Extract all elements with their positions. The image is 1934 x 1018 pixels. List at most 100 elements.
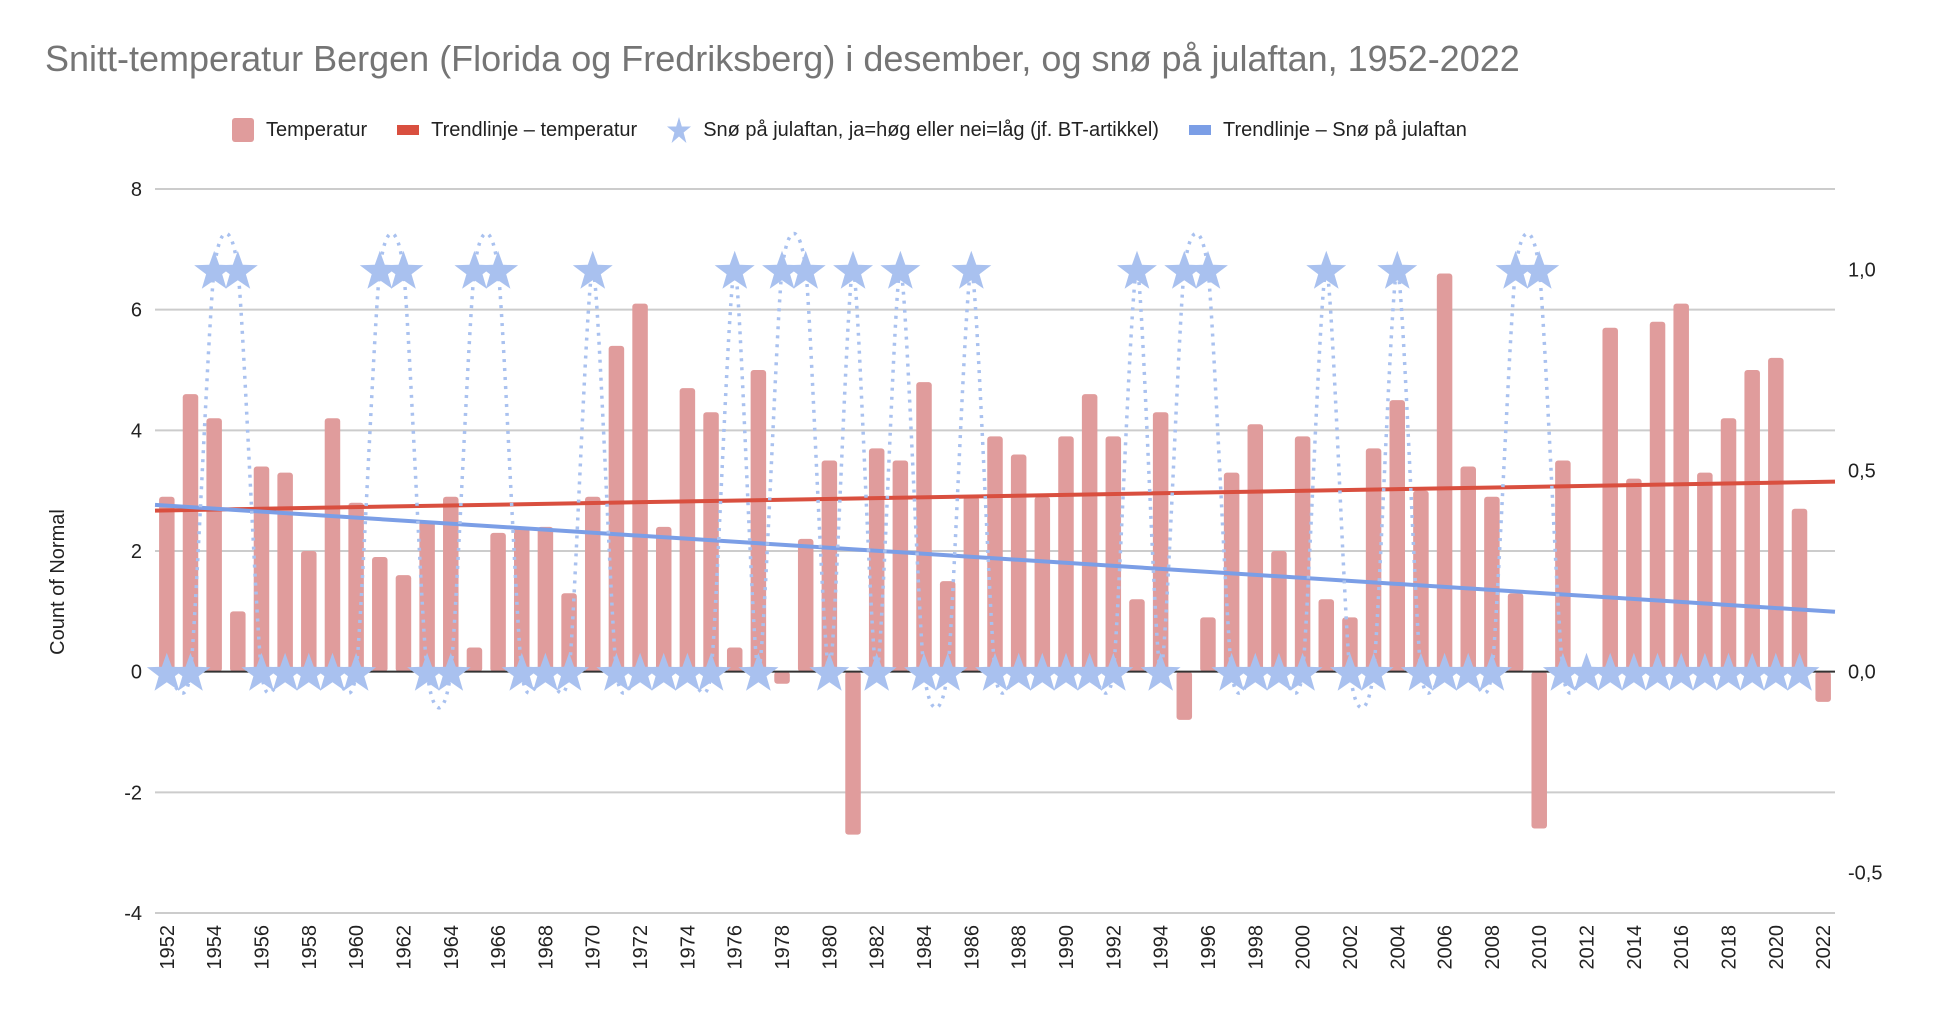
bar-1988[interactable]	[1010, 454, 1027, 672]
bar-1959[interactable]	[324, 418, 341, 672]
star-1995[interactable]	[1164, 250, 1205, 289]
bar-2021[interactable]	[1791, 508, 1808, 672]
star-2018[interactable]	[1708, 652, 1749, 691]
bar-1979[interactable]	[797, 538, 814, 672]
bar-1992[interactable]	[1105, 436, 1122, 672]
star-1972[interactable]	[620, 652, 660, 691]
bar-1977[interactable]	[750, 370, 767, 672]
bar-1953[interactable]	[182, 394, 199, 672]
star-1999[interactable]	[1259, 652, 1299, 691]
bar-1956[interactable]	[253, 466, 270, 672]
bar-2017[interactable]	[1697, 472, 1713, 672]
star-1984[interactable]	[904, 652, 944, 691]
star-1994[interactable]	[1140, 652, 1181, 691]
bar-2014[interactable]	[1626, 478, 1642, 672]
star-2007[interactable]	[1448, 652, 1489, 691]
star-1991[interactable]	[1069, 652, 1110, 691]
bar-1994[interactable]	[1152, 412, 1169, 672]
star-2001[interactable]	[1306, 250, 1347, 289]
bar-1963[interactable]	[419, 520, 435, 672]
bar-1984[interactable]	[916, 382, 932, 672]
star-2000[interactable]	[1282, 652, 1323, 691]
star-2019[interactable]	[1732, 652, 1773, 691]
star-1966[interactable]	[478, 250, 519, 289]
star-1990[interactable]	[1046, 652, 1086, 691]
star-2015[interactable]	[1637, 652, 1678, 691]
star-1964[interactable]	[430, 652, 471, 691]
star-2003[interactable]	[1353, 652, 1394, 691]
star-1974[interactable]	[667, 652, 708, 691]
star-1992[interactable]	[1093, 652, 1134, 691]
star-2010[interactable]	[1519, 250, 1560, 289]
bar-1952[interactable]	[159, 496, 175, 672]
bar-2010[interactable]	[1531, 671, 1547, 829]
star-1954[interactable]	[194, 250, 235, 289]
star-1982[interactable]	[856, 652, 897, 691]
bar-2007[interactable]	[1460, 466, 1476, 672]
star-1993[interactable]	[1117, 250, 1157, 289]
bar-1990[interactable]	[1058, 436, 1074, 672]
bar-1955[interactable]	[230, 611, 246, 672]
bar-1964[interactable]	[443, 496, 459, 672]
star-1960[interactable]	[336, 652, 377, 691]
bar-2011[interactable]	[1555, 460, 1571, 672]
star-1976[interactable]	[714, 250, 755, 289]
bar-1987[interactable]	[987, 436, 1003, 672]
bar-2019[interactable]	[1744, 370, 1760, 672]
bar-2001[interactable]	[1318, 599, 1335, 672]
star-2008[interactable]	[1471, 652, 1512, 691]
bar-1967[interactable]	[514, 526, 530, 672]
star-2009[interactable]	[1495, 250, 1536, 289]
star-1965[interactable]	[454, 250, 495, 289]
star-2013[interactable]	[1590, 652, 1631, 691]
star-1978[interactable]	[762, 250, 802, 289]
bar-2006[interactable]	[1436, 273, 1453, 672]
star-1958[interactable]	[288, 652, 329, 691]
bar-1986[interactable]	[963, 496, 980, 672]
bar-2000[interactable]	[1294, 436, 1311, 672]
bar-1996[interactable]	[1200, 617, 1216, 672]
star-1980[interactable]	[809, 652, 850, 691]
bar-1972[interactable]	[632, 303, 648, 672]
star-1977[interactable]	[738, 652, 779, 691]
star-2004[interactable]	[1377, 250, 1418, 289]
bar-1954[interactable]	[206, 418, 222, 672]
star-1967[interactable]	[501, 652, 542, 691]
bar-1957[interactable]	[277, 472, 293, 672]
star-1968[interactable]	[525, 652, 566, 691]
star-2014[interactable]	[1613, 652, 1654, 691]
bar-1995[interactable]	[1176, 671, 1193, 720]
star-2016[interactable]	[1661, 652, 1702, 691]
bar-1962[interactable]	[395, 575, 412, 672]
star-1961[interactable]	[359, 250, 400, 289]
star-1988[interactable]	[998, 652, 1039, 691]
bar-1993[interactable]	[1129, 599, 1145, 672]
bar-2022[interactable]	[1815, 671, 1831, 702]
star-1962[interactable]	[383, 250, 424, 289]
star-2012[interactable]	[1566, 652, 1607, 691]
star-1969[interactable]	[549, 652, 590, 691]
bar-2009[interactable]	[1507, 593, 1524, 672]
star-1989[interactable]	[1022, 652, 1063, 691]
star-1975[interactable]	[691, 652, 731, 691]
bar-2018[interactable]	[1720, 418, 1737, 672]
star-2005[interactable]	[1400, 652, 1441, 691]
star-2017[interactable]	[1684, 652, 1725, 691]
star-1959[interactable]	[312, 652, 353, 691]
bar-2020[interactable]	[1768, 357, 1784, 672]
star-2011[interactable]	[1542, 652, 1583, 691]
bar-1980[interactable]	[821, 460, 838, 672]
bar-2002[interactable]	[1342, 617, 1358, 672]
star-1963[interactable]	[407, 652, 448, 691]
bar-1968[interactable]	[537, 526, 554, 672]
bar-2013[interactable]	[1602, 327, 1618, 672]
star-1971[interactable]	[596, 652, 637, 691]
legend-item-trend-temperatur[interactable]: Trendlinje – temperatur	[397, 119, 637, 142]
star-1956[interactable]	[241, 652, 282, 691]
star-1952[interactable]	[146, 652, 187, 691]
star-1970[interactable]	[572, 250, 613, 289]
bar-1970[interactable]	[584, 496, 601, 672]
bar-1961[interactable]	[372, 557, 388, 672]
bar-2004[interactable]	[1389, 400, 1406, 672]
bar-1982[interactable]	[868, 448, 885, 672]
